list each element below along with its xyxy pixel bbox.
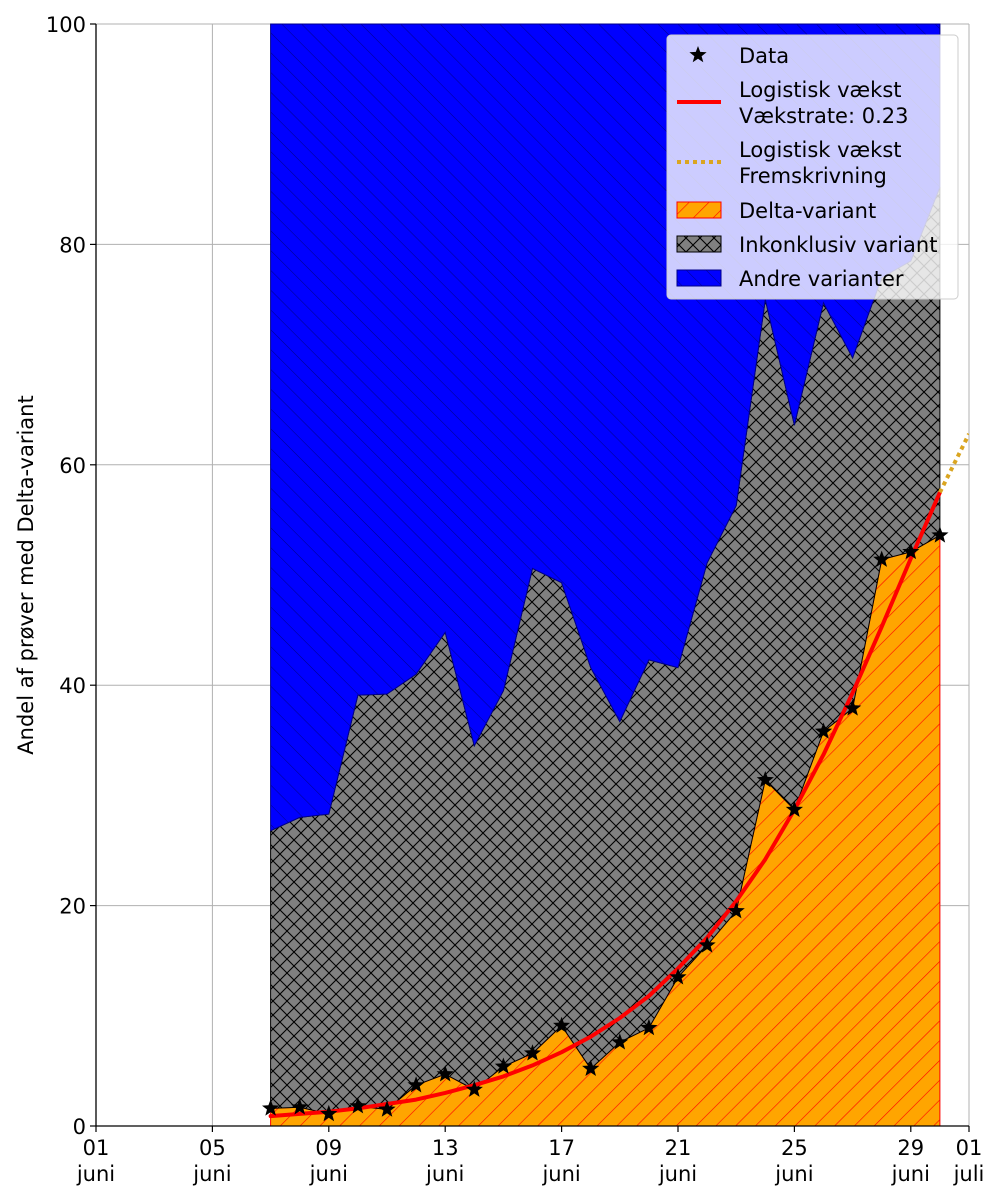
data-point <box>349 1097 367 1114</box>
legend-item: Logistisk vækst Fremskrivning <box>677 138 902 188</box>
y-axis-title: Andel af prøver med Delta-variant <box>14 395 38 754</box>
data-point <box>931 526 949 543</box>
legend-item: Logistisk vækst Vækstrate: 0.23 <box>677 78 909 128</box>
x-tick-label: 29 juni <box>891 1136 930 1186</box>
x-tick-label: 05 juni <box>192 1136 231 1186</box>
data-point <box>640 1018 658 1036</box>
x-tick-label: 25 juni <box>774 1136 813 1186</box>
legend-star-icon <box>689 46 707 63</box>
data-point <box>262 1099 280 1116</box>
legend-label: Delta-variant <box>739 199 876 223</box>
y-tick-label: 80 <box>59 233 86 257</box>
x-tick-label: 21 juni <box>658 1136 697 1186</box>
legend-item: Inkonklusiv variant <box>676 233 937 257</box>
legend-frame <box>666 34 959 300</box>
x-tick-label: 01 juli <box>953 1136 985 1186</box>
legend-label: Logistisk vækst Vækstrate: 0.23 <box>739 78 909 128</box>
logistic-fit-line <box>268 490 942 1119</box>
data-point <box>436 1065 454 1082</box>
data-point <box>902 542 920 560</box>
x-tick-label: 01 juni <box>76 1136 115 1186</box>
data-point <box>523 1044 542 1061</box>
data-point <box>669 968 687 985</box>
data-point <box>407 1076 425 1093</box>
y-tick-label: 0 <box>73 1115 86 1139</box>
data-point <box>727 902 745 919</box>
data-point <box>465 1080 483 1097</box>
x-tick-label: 17 juni <box>541 1136 580 1186</box>
y-tick-label: 100 <box>46 13 86 37</box>
x-tick-label: 09 juni <box>309 1136 348 1186</box>
legend-item: Data <box>689 44 789 68</box>
legend: Data Logistisk vækst Vækstrate: 0.23 Logist… <box>666 34 959 300</box>
data-point <box>582 1059 600 1076</box>
data-point <box>320 1104 338 1122</box>
legend-item: Delta-variant <box>676 199 876 223</box>
data-point <box>844 699 862 716</box>
x-tick-label: 13 juni <box>425 1136 464 1186</box>
data-point <box>378 1100 396 1117</box>
data-point <box>785 800 803 817</box>
data-point <box>553 1016 571 1033</box>
legend-label: Data <box>739 44 789 68</box>
legend-label: Inkonklusiv variant <box>739 233 937 257</box>
y-tick-label: 20 <box>59 895 86 919</box>
fit-lines <box>268 433 969 1119</box>
legend-item: Andre varianter <box>676 267 904 291</box>
y-tick-label: 60 <box>59 454 86 478</box>
y-tick-label: 40 <box>59 674 86 698</box>
data-point <box>494 1057 512 1074</box>
projection-line <box>938 433 969 494</box>
data-point <box>611 1033 629 1050</box>
data-markers <box>262 526 949 1122</box>
data-point <box>873 550 891 567</box>
data-point <box>291 1098 309 1115</box>
data-point <box>698 936 716 953</box>
legend-label: Andre varianter <box>739 267 904 291</box>
data-point <box>814 722 833 739</box>
data-point <box>756 771 774 788</box>
axes: 0 20 40 60 80 100 01 juni 05 juni 09 juni 13 juni 17 ju… <box>46 13 985 1186</box>
legend-label: Logistisk vækst Fremskrivning <box>739 138 902 188</box>
